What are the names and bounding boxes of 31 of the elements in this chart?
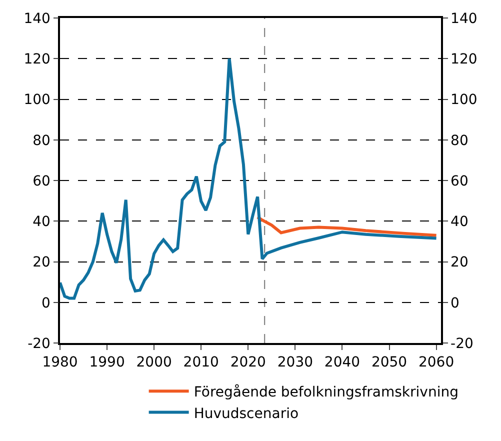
line-series xyxy=(60,57,438,300)
y2-tick-label: 40 xyxy=(450,214,468,230)
y2-tick-label: 120 xyxy=(450,52,478,68)
x-tick-label: 2010 xyxy=(183,354,219,371)
x-tick-label: 1980 xyxy=(42,354,78,371)
y-tick-label: 100 xyxy=(24,92,50,108)
y2-tick-label: 20 xyxy=(450,254,468,271)
y-tick-label: 120 xyxy=(24,52,50,68)
y2-tick-label: 140 xyxy=(450,10,478,27)
x-tick-label: 1990 xyxy=(89,354,125,371)
x-tick-label: 2000 xyxy=(136,354,172,371)
y2-tick-label: -20 xyxy=(450,336,474,352)
x-tick-label: 2050 xyxy=(371,354,408,371)
y-tick-label: 20 xyxy=(32,254,50,271)
line-series xyxy=(256,216,438,237)
y-tick-label: 80 xyxy=(32,132,50,149)
legend-label: Föregående befolkningsframskrivning xyxy=(194,384,458,401)
x-tick-label: 2060 xyxy=(418,354,454,371)
y-tick-label: 60 xyxy=(32,173,50,190)
x-tick-label: 2030 xyxy=(277,354,314,371)
x-tick-label: 2040 xyxy=(324,354,360,371)
y-tick-label: 40 xyxy=(32,214,50,230)
y-tick-label: -20 xyxy=(28,336,50,352)
y-tick-label: 140 xyxy=(24,10,50,27)
y2-tick-label: 80 xyxy=(450,132,468,149)
x-tick-label: 2020 xyxy=(230,354,266,371)
y2-tick-label: 60 xyxy=(450,173,468,190)
y-tick-label: 0 xyxy=(42,295,50,312)
legend-label: Huvudscenario xyxy=(194,406,299,422)
y2-tick-label: 100 xyxy=(450,92,478,108)
y2-tick-label: 0 xyxy=(450,295,460,312)
